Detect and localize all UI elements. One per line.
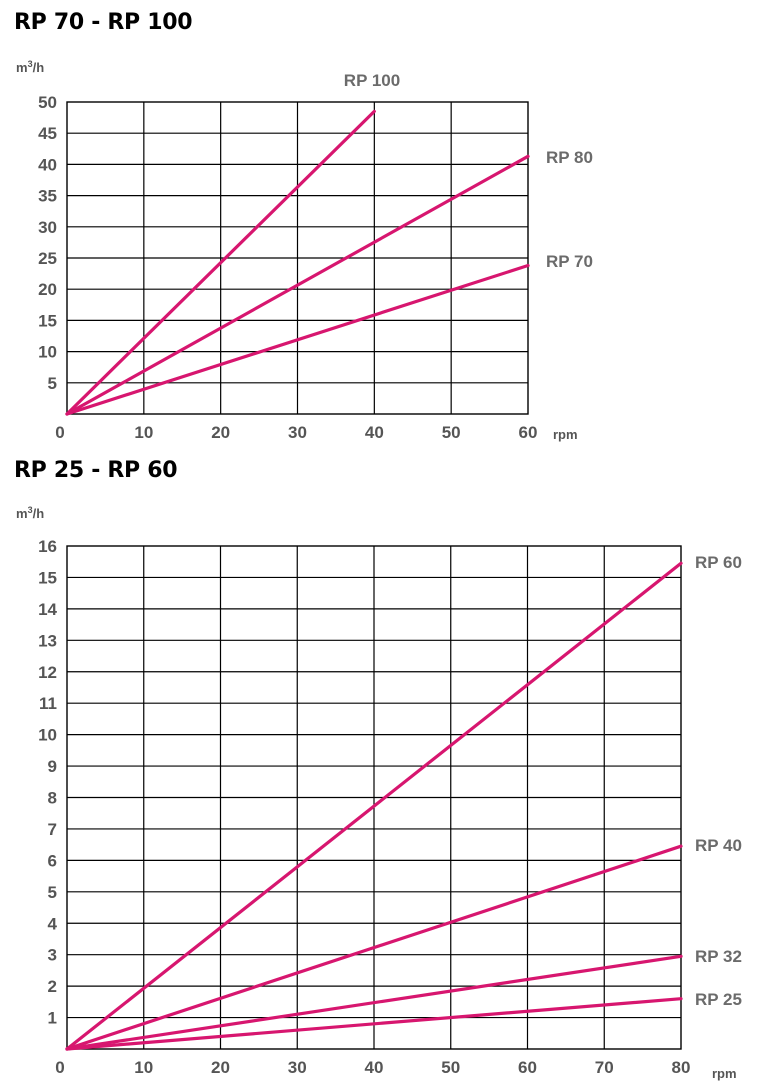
y-tick-label: 10 bbox=[38, 343, 57, 362]
y-tick-label: 16 bbox=[38, 537, 57, 556]
y-tick-label: 30 bbox=[38, 218, 57, 237]
y-tick-label: 25 bbox=[38, 249, 57, 268]
plot-frame bbox=[66, 545, 682, 1050]
x-tick-label: 0 bbox=[55, 1058, 64, 1077]
y-tick-label: 9 bbox=[48, 757, 57, 776]
x-tick-label: 10 bbox=[134, 1058, 153, 1077]
x-tick-label: 10 bbox=[134, 423, 153, 442]
chart-rp70-rp100: 5 10 15 20 25 30 35 40 45 50 0 10 20 30 40 50 60 m3/h rpm R… bbox=[16, 59, 593, 442]
series-label-rp-100: RP 100 bbox=[344, 71, 400, 90]
y-tick-label: 3 bbox=[48, 946, 57, 965]
series-line-rp-25 bbox=[65, 997, 683, 1051]
chart-title-rp70-rp100: RP 70 - RP 100 bbox=[14, 10, 193, 35]
y-tick-label: 40 bbox=[38, 155, 57, 174]
x-tick-label: 30 bbox=[288, 423, 307, 442]
series-line-rp-80 bbox=[65, 154, 530, 416]
x-tick-label: 40 bbox=[365, 1058, 384, 1077]
series-label-rp-80: RP 80 bbox=[546, 148, 593, 167]
grid bbox=[67, 546, 681, 1049]
y-tick-label: 8 bbox=[48, 789, 57, 808]
y-tick-label: 11 bbox=[39, 694, 57, 713]
series-label-rp-40: RP 40 bbox=[695, 836, 742, 855]
plot-frame bbox=[66, 101, 529, 415]
series-line-rp-70 bbox=[65, 263, 530, 416]
series-label-rp-60: RP 60 bbox=[695, 553, 742, 572]
y-axis-label: m3/h bbox=[16, 505, 44, 521]
y-tick-label: 1 bbox=[48, 1009, 57, 1028]
series-line-rp-60 bbox=[65, 561, 683, 1051]
y-tick-label: 13 bbox=[38, 631, 57, 650]
y-tick-label: 12 bbox=[38, 663, 57, 682]
x-axis-label: rpm bbox=[712, 1066, 737, 1081]
y-axis-label: m3/h bbox=[16, 59, 44, 75]
y-tick-label: 5 bbox=[48, 883, 57, 902]
x-tick-label: 70 bbox=[595, 1058, 614, 1077]
series-label-rp-32: RP 32 bbox=[695, 947, 742, 966]
chart-title-rp25-rp60: RP 25 - RP 60 bbox=[14, 458, 178, 483]
grid bbox=[67, 102, 528, 414]
x-tick-label: 40 bbox=[365, 423, 384, 442]
x-axis-label: rpm bbox=[553, 427, 578, 442]
series-line-rp-32 bbox=[65, 954, 683, 1051]
y-tick-label: 20 bbox=[38, 280, 57, 299]
y-tick-label: 7 bbox=[48, 820, 57, 839]
y-tick-label: 45 bbox=[38, 124, 57, 143]
x-tick-label: 60 bbox=[519, 423, 538, 442]
x-tick-label: 60 bbox=[518, 1058, 537, 1077]
y-tick-label: 50 bbox=[38, 93, 57, 112]
y-tick-label: 15 bbox=[38, 568, 57, 587]
x-tick-label: 50 bbox=[441, 1058, 460, 1077]
y-tick-label: 35 bbox=[38, 187, 57, 206]
series-label-rp-25: RP 25 bbox=[695, 990, 742, 1009]
x-tick-label: 50 bbox=[442, 423, 461, 442]
y-tick-label: 15 bbox=[38, 311, 57, 330]
series-line-rp-100 bbox=[65, 109, 376, 416]
x-tick-label: 0 bbox=[55, 423, 64, 442]
y-tick-label: 6 bbox=[48, 851, 57, 870]
series-label-rp-70: RP 70 bbox=[546, 252, 593, 271]
y-tick-label: 2 bbox=[48, 977, 57, 996]
x-tick-label: 30 bbox=[288, 1058, 307, 1077]
series-line-rp-40 bbox=[65, 844, 683, 1051]
y-tick-label: 5 bbox=[48, 374, 57, 393]
x-tick-label: 20 bbox=[211, 423, 230, 442]
x-tick-label: 80 bbox=[672, 1058, 691, 1077]
y-tick-label: 10 bbox=[38, 726, 57, 745]
x-tick-label: 20 bbox=[211, 1058, 230, 1077]
y-tick-label: 4 bbox=[48, 914, 58, 933]
y-tick-label: 14 bbox=[38, 600, 57, 619]
